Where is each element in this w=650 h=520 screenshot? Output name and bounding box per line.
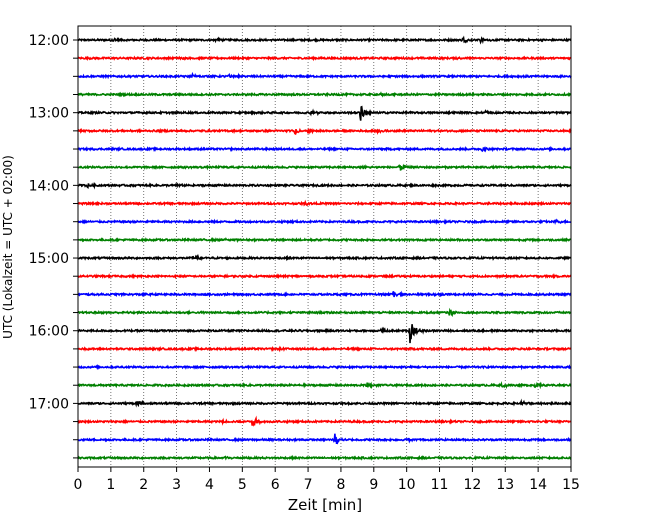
- trace-line: [77, 218, 572, 226]
- trace-line: [77, 181, 572, 190]
- x-tick-label: 2: [139, 477, 148, 493]
- trace-line: [77, 236, 572, 243]
- trace-line: [77, 91, 572, 98]
- x-tick-label: 1: [106, 477, 115, 493]
- trace-line: [77, 127, 572, 136]
- y-axis-label: UTC (Lokalzeit = UTC + 02:00): [1, 155, 15, 339]
- y-tick-label: 12:00: [29, 33, 69, 49]
- y-tick-label: 14:00: [29, 178, 69, 194]
- x-tick-label: 4: [205, 477, 214, 493]
- trace-line: [77, 253, 571, 262]
- x-tick-label: 11: [431, 477, 449, 493]
- x-tick-label: 3: [172, 477, 181, 493]
- trace-line: [77, 290, 572, 298]
- trace-line: [77, 433, 572, 445]
- trace-line: [77, 199, 572, 207]
- y-tick-label: 16:00: [29, 324, 69, 340]
- x-tick-label: 14: [529, 477, 547, 493]
- trace-line: [77, 55, 572, 62]
- x-tick-label: 0: [74, 477, 83, 493]
- x-tick-label: 5: [238, 477, 247, 493]
- x-axis-ticks: 0 1 2 3 4 5 6 7 8 9 10 11 12 13 14 15: [74, 467, 580, 493]
- trace-line: [77, 398, 572, 408]
- x-axis-label: Zeit [min]: [288, 496, 362, 514]
- y-tick-label: 15:00: [29, 251, 69, 267]
- trace-line: [77, 105, 572, 121]
- x-tick-label: 12: [463, 477, 481, 493]
- trace-line: [77, 35, 572, 45]
- x-tick-label: 7: [304, 477, 313, 493]
- trace-line: [77, 307, 572, 317]
- trace-line: [77, 163, 572, 171]
- trace-line: [77, 454, 572, 462]
- trace-line: [77, 415, 572, 427]
- x-tick-label: 6: [271, 477, 280, 493]
- trace-line: [77, 381, 572, 390]
- grid-layer: [110, 26, 539, 467]
- trace-line: [77, 71, 572, 80]
- axes-frame: [77, 25, 572, 468]
- y-tick-label: 17:00: [29, 396, 69, 412]
- trace-line: [77, 273, 572, 280]
- trace-layer: [77, 35, 572, 462]
- x-tick-label: 8: [336, 477, 345, 493]
- x-tick-label: 15: [562, 477, 580, 493]
- trace-line: [77, 364, 572, 371]
- trace-line: [77, 345, 572, 353]
- x-tick-label: 10: [398, 477, 416, 493]
- trace-line: [77, 324, 572, 344]
- y-axis-ticks: 12:00 13:00 14:00 15:00 16:00 17:00: [29, 33, 78, 459]
- trace-line: [77, 145, 572, 153]
- x-tick-label: 9: [369, 477, 378, 493]
- x-tick-label: 13: [496, 477, 514, 493]
- y-tick-label: 13:00: [29, 106, 69, 122]
